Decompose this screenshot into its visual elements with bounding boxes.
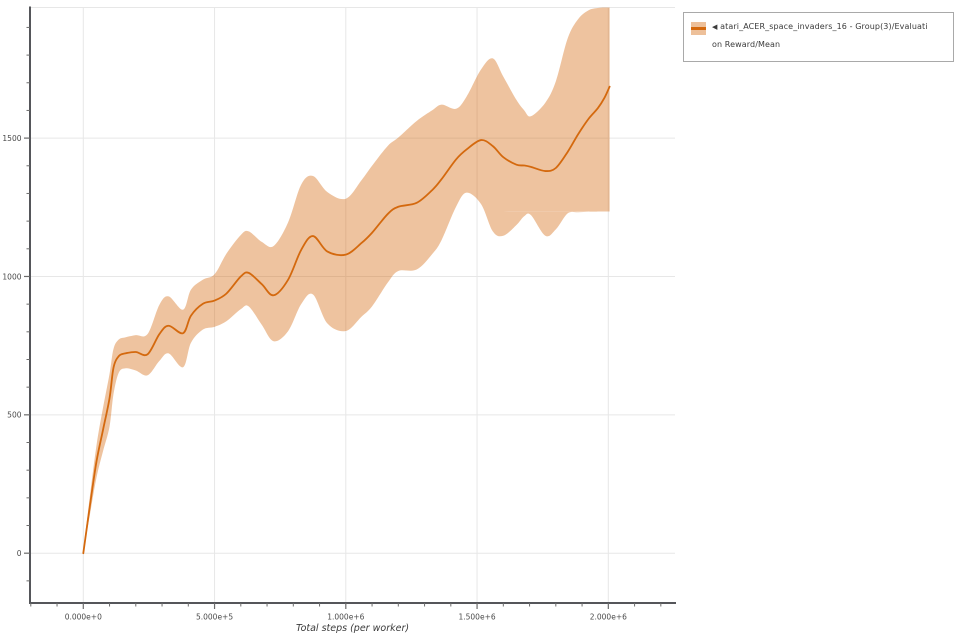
y-tick-label: 500 — [7, 411, 22, 420]
tick-labels: 0.000e+0 5.000e+5 1.000e+6 1.500e+6 2.000e+6… — [2, 134, 627, 622]
collapse-triangle-icon: ◀ — [712, 23, 718, 31]
x-tick-label: 1.500e+6 — [458, 613, 495, 622]
legend-label-line1: atari_ACER_space_invaders_16 - Group(3)/… — [720, 22, 928, 31]
y-tick-label: 0 — [17, 549, 22, 558]
x-tick-label: 1.000e+6 — [327, 613, 364, 622]
legend-label-line2: on Reward/Mean — [712, 40, 781, 49]
legend-entry[interactable]: ◀ atari_ACER_space_invaders_16 - Group(3… — [683, 12, 954, 62]
reward-mean-line — [82, 85, 611, 555]
x-tick-label: 2.000e+6 — [590, 613, 627, 622]
y-tick-label: 1500 — [2, 134, 21, 143]
legend-label: ◀ atari_ACER_space_invaders_16 - Group(3… — [712, 18, 928, 53]
x-tick-label: 5.000e+5 — [196, 613, 233, 622]
legend-line-icon — [691, 27, 706, 30]
series-group — [30, 7, 611, 555]
x-tick-label: 0.000e+0 — [65, 613, 102, 622]
x-axis-title: Total steps (per worker) — [295, 623, 410, 634]
gridlines — [30, 7, 675, 603]
confidence-band — [30, 7, 610, 554]
y-tick-label: 1000 — [2, 272, 21, 281]
axis-spines — [29, 6, 676, 604]
legend-band-swatch-icon — [691, 22, 706, 35]
axis-ticks — [24, 26, 662, 609]
